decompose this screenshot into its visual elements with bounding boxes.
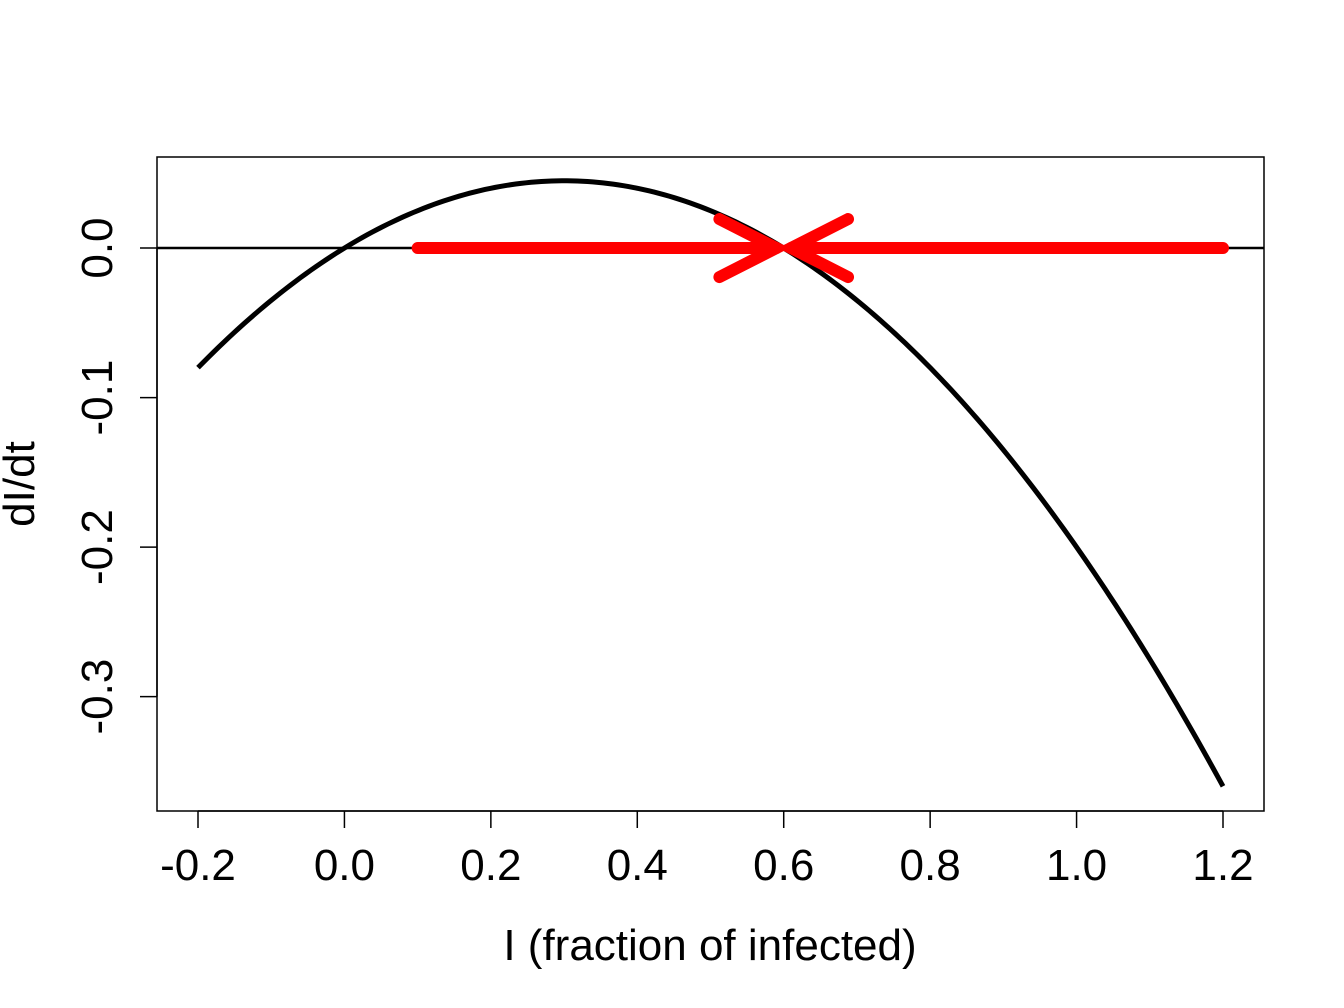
arrow-head — [713, 213, 790, 284]
x-tick-label: 0.6 — [753, 841, 814, 890]
x-tick-label: 0.4 — [607, 841, 668, 890]
x-axis: -0.2 0.0 0.2 0.4 0.6 0.8 1.0 1.2 — [160, 810, 1254, 890]
x-tick-label: 0.8 — [900, 841, 961, 890]
x-tick-label: 1.2 — [1192, 841, 1253, 890]
plot-frame — [156, 156, 1265, 812]
x-tick-label: 0.2 — [460, 841, 521, 890]
x-axis-label: I (fraction of infected) — [503, 921, 916, 970]
arrow-2 — [777, 213, 1229, 284]
x-tick-label: 1.0 — [1046, 841, 1107, 890]
series-line — [196, 178, 1226, 788]
y-axis: -0.3 -0.2 -0.1 0.0 — [73, 217, 158, 735]
y-axis-label: dI/dt — [0, 441, 44, 527]
x-tick-label: 0.0 — [314, 841, 375, 890]
x-tick-label: -0.2 — [160, 841, 236, 890]
arrow-head — [777, 213, 855, 284]
arrows — [411, 213, 1229, 284]
y-tick-label: 0.0 — [73, 217, 122, 278]
y-tick-label: -0.2 — [73, 509, 122, 585]
y-tick-label: -0.1 — [73, 360, 122, 436]
y-tick-label: -0.3 — [73, 659, 122, 735]
arrow-1 — [411, 213, 790, 284]
